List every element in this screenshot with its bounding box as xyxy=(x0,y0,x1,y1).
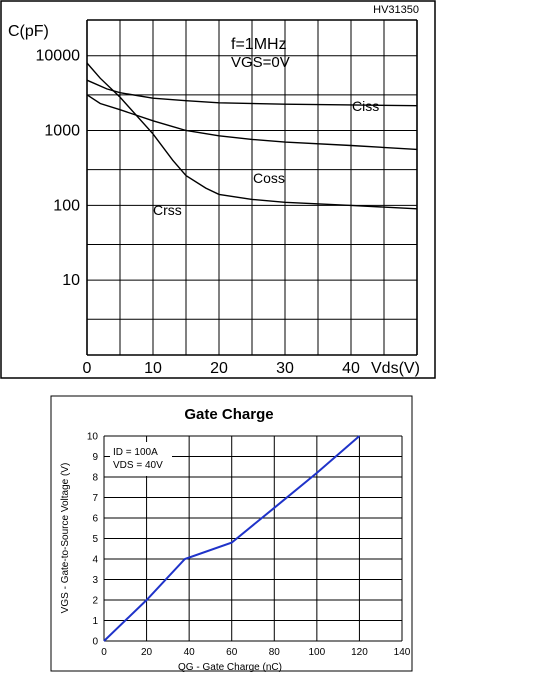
capacitance-chart: HV31350 C(pF) 0 10 20 30 40 10000 1000 100 10 f=… xyxy=(0,0,436,379)
y-tick-label: 8 xyxy=(92,473,98,484)
x-tick-label: 140 xyxy=(394,647,411,658)
annotation-id: ID = 100A xyxy=(113,447,158,458)
gate-charge-chart: Gate Charge 0 20 40 60 80 100 120 140 0 1 2 3 4 5 6 7 8 9… xyxy=(50,395,413,673)
y-tick-label: 10000 xyxy=(36,48,81,65)
gate-charge-x-label: QG - Gate Charge (nC) xyxy=(178,662,282,673)
y-tick-label: 10 xyxy=(62,272,80,289)
corner-label: HV31350 xyxy=(373,4,419,16)
x-tick-label: 20 xyxy=(210,360,228,377)
annotation-frequency: f=1MHz xyxy=(231,36,287,53)
y-tick-label: 1 xyxy=(92,616,98,627)
series-line-coss xyxy=(86,94,418,151)
annotation-vgs: VGS=0V xyxy=(231,54,290,71)
label-crss: Crss xyxy=(153,202,182,218)
x-tick-label: 30 xyxy=(276,360,294,377)
x-tick-label: 0 xyxy=(83,360,92,377)
gate-charge-tick-labels: 0 20 40 60 80 100 120 140 0 1 2 3 4 5 6 7 8 9 10 xyxy=(87,432,411,659)
y-tick-label: 0 xyxy=(92,637,98,648)
x-tick-label: 0 xyxy=(101,647,107,658)
x-tick-label: 40 xyxy=(184,647,196,658)
y-tick-label: 1000 xyxy=(44,123,80,140)
x-tick-label: 10 xyxy=(144,360,162,377)
x-tick-label: 20 xyxy=(141,647,153,658)
annotation-box xyxy=(110,442,172,476)
x-tick-label: 120 xyxy=(351,647,368,658)
x-tick-label: 80 xyxy=(269,647,281,658)
x-tick-label: 40 xyxy=(342,360,360,377)
capacitance-tick-labels: 0 10 20 30 40 10000 1000 100 10 xyxy=(36,48,361,377)
capacitance-frame xyxy=(0,0,436,379)
y-axis-label: C(pF) xyxy=(8,23,49,40)
x-axis-label: Vds(V) xyxy=(371,360,420,377)
capacitance-series xyxy=(86,62,418,210)
y-tick-label: 100 xyxy=(53,197,80,214)
annotation-vds: VDS = 40V xyxy=(113,460,163,471)
series-line-crss xyxy=(86,62,418,210)
y-tick-label: 6 xyxy=(92,514,98,525)
y-tick-label: 3 xyxy=(92,575,98,586)
label-coss: Coss xyxy=(253,170,285,186)
y-tick-label: 4 xyxy=(92,555,98,566)
capacitance-grid xyxy=(86,19,418,356)
y-tick-label: 9 xyxy=(92,452,98,463)
x-tick-label: 60 xyxy=(226,647,238,658)
series-line-vgs xyxy=(103,435,361,642)
y-tick-label: 10 xyxy=(87,432,99,443)
y-tick-label: 2 xyxy=(92,596,98,607)
gate-charge-title: Gate Charge xyxy=(184,406,273,423)
series-line-ciss xyxy=(86,79,418,107)
x-tick-label: 100 xyxy=(309,647,326,658)
gate-charge-y-label: VGS - Gate-to-Source Voltage (V) xyxy=(60,463,71,614)
gate-charge-series xyxy=(103,435,361,642)
y-tick-label: 5 xyxy=(92,534,98,545)
y-tick-label: 7 xyxy=(92,493,98,504)
label-ciss: Ciss xyxy=(352,98,379,114)
